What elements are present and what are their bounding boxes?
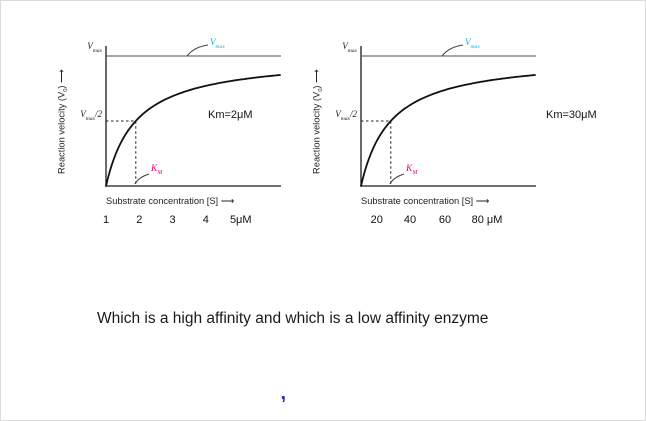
x-tick-label: 40 — [403, 214, 417, 226]
x-tick-label: 1 — [102, 214, 110, 226]
half-vmax-dashed-guides — [361, 120, 392, 186]
vmax-asymptote-label: Vmax — [210, 37, 225, 50]
question-text: Which is a high affinity and which is a … — [97, 310, 489, 327]
y-axis-arrow-icon: ⟶ — [56, 69, 67, 83]
km-value-annotation: Km=2μM — [208, 109, 253, 121]
vmax-axis-label: Vmax — [87, 41, 102, 54]
x-axis-title-text: Substrate concentration [S] — [106, 196, 219, 206]
x-axis-tick-labels: 1 2 3 4 5μM — [43, 214, 303, 230]
michaelis-menten-curve — [105, 74, 281, 187]
km-point-label: KM — [151, 164, 163, 176]
km-leader-line — [389, 173, 405, 185]
pen-mark: , — [278, 381, 287, 405]
enzyme-kinetics-chart-low-affinity: Reaction velocity (V0) ⟶ Vmax Vmax Vmax/… — [298, 16, 558, 261]
enzyme-kinetics-chart-high-affinity: Reaction velocity (V0) ⟶ Vmax Vmax Vmax/… — [43, 16, 303, 261]
x-axis-arrow-icon: ⟶ — [220, 196, 235, 206]
michaelis-menten-curve — [360, 74, 536, 187]
y-axis-title-sub: 0 — [318, 88, 325, 92]
half-vmax-label: Vmax/2 — [80, 109, 102, 122]
y-axis-title-close: ) — [56, 85, 67, 89]
x-tick-label: 80 μM — [471, 214, 503, 226]
vmax-axis-label: Vmax — [342, 41, 357, 54]
y-axis-title-close: ) — [311, 85, 322, 89]
vmax-leader-line — [441, 44, 464, 57]
y-axis-arrow-icon: ⟶ — [311, 69, 322, 83]
y-axis-title-text: Reaction velocity (V — [56, 91, 67, 174]
x-axis-title: Substrate concentration [S] ⟶ — [106, 196, 296, 207]
chart-plot-area — [105, 44, 281, 187]
x-tick-label: 3 — [169, 214, 176, 226]
km-point-label: KM — [406, 164, 418, 176]
x-axis-title-text: Substrate concentration [S] — [361, 196, 474, 206]
y-axis-title-sub: 0 — [63, 88, 70, 92]
x-tick-label: 60 — [438, 214, 452, 226]
x-tick-label: 4 — [202, 214, 209, 226]
km-leader-line — [134, 173, 150, 185]
x-axis-arrow-icon: ⟶ — [475, 196, 490, 206]
vmax-leader-line — [186, 44, 209, 57]
half-vmax-label: Vmax/2 — [335, 109, 357, 122]
chart-plot-area — [360, 44, 536, 187]
x-tick-label: 2 — [136, 214, 143, 226]
x-tick-label: 5μM — [229, 214, 252, 226]
x-tick-label: 20 — [370, 214, 383, 226]
km-value-annotation: Km=30μM — [546, 109, 597, 121]
x-axis-tick-labels: 20 40 60 80 μM — [298, 214, 558, 230]
x-axis-title: Substrate concentration [S] ⟶ — [361, 196, 551, 207]
vmax-asymptote-label: Vmax — [465, 37, 480, 50]
half-vmax-dashed-guides — [106, 120, 137, 186]
y-axis-title-text: Reaction velocity (V — [311, 91, 322, 174]
